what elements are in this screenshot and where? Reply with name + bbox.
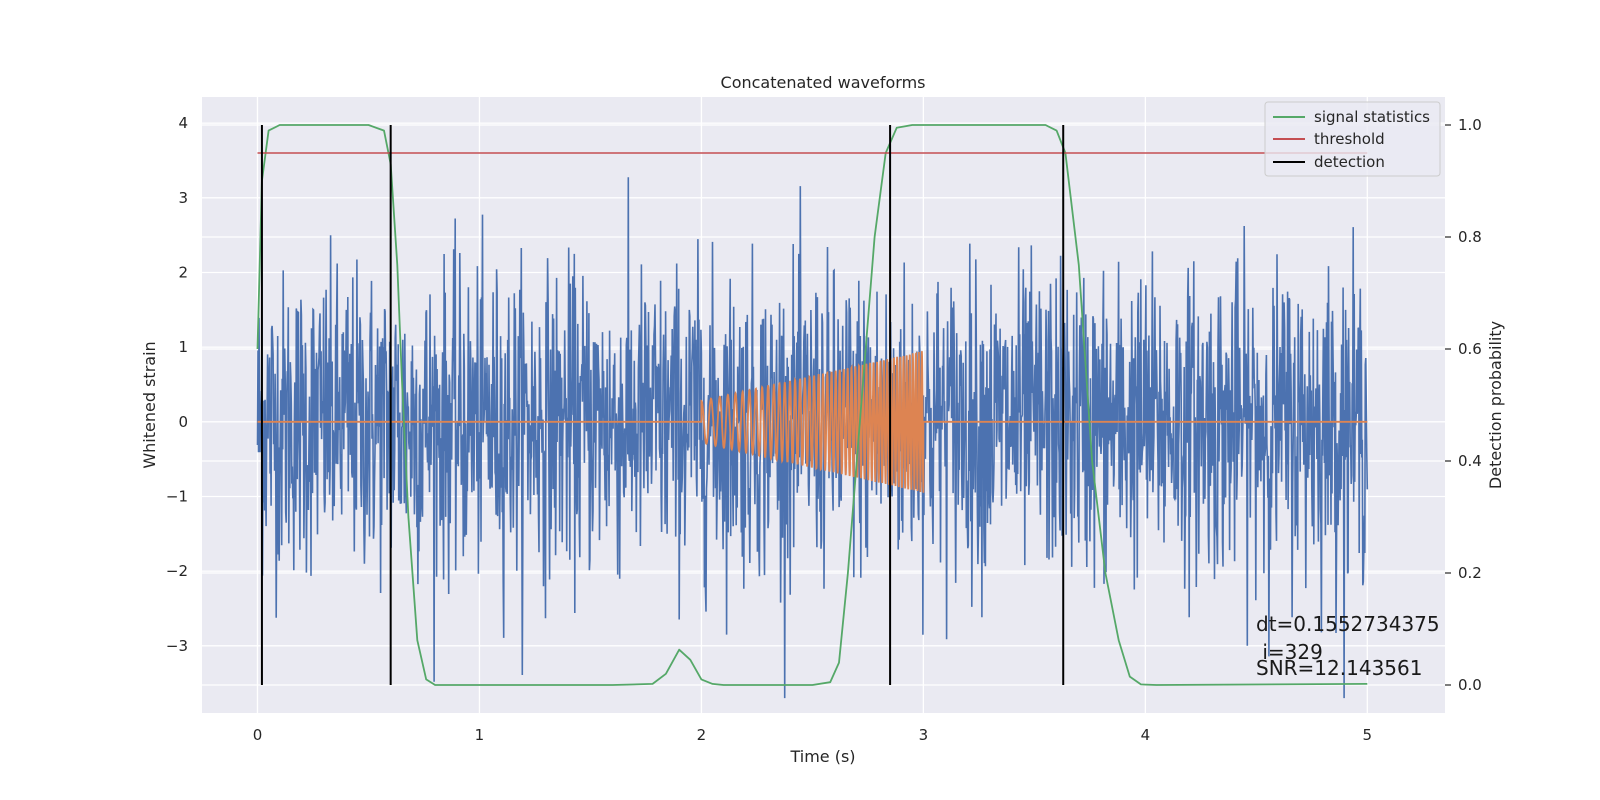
y-tick-label: 2 <box>178 263 188 281</box>
x-tick-label: 0 <box>253 726 263 744</box>
legend-label-threshold: threshold <box>1314 130 1385 148</box>
y2-tick-label: 0.8 <box>1458 228 1482 246</box>
y2-tick-label: 1.0 <box>1458 116 1482 134</box>
annotation-snr: SNR=12.143561 <box>1256 656 1422 680</box>
legend-box <box>1264 101 1441 177</box>
legend-label-detection: detection <box>1314 153 1385 171</box>
y-axis-ticks: −3 −2 −1 0 1 2 3 4 <box>166 114 188 655</box>
legend-label-signal-statistics: signal statistics <box>1314 108 1430 126</box>
series-signal-statistics <box>256 124 1368 686</box>
series-layer <box>256 124 1369 699</box>
y2-tick-label: 0.0 <box>1458 676 1482 694</box>
x-tick-label: 4 <box>1141 726 1151 744</box>
legend: signal statistics threshold detection <box>1264 101 1441 177</box>
y2-tick-label: 0.6 <box>1458 340 1482 358</box>
annotations: dt=0.1552734375 i=329 SNR=12.143561 <box>1256 612 1440 680</box>
y-tick-label: 4 <box>178 114 188 132</box>
y-axis-label: Whitened strain <box>140 341 159 468</box>
series-injected-waveform <box>257 351 1368 493</box>
y-tick-label: 0 <box>178 413 188 431</box>
y-tick-label: 1 <box>178 338 188 356</box>
x-tick-label: 3 <box>919 726 929 744</box>
y2-tick-label: 0.4 <box>1458 452 1482 470</box>
x-axis-label: Time (s) <box>789 747 855 766</box>
x-tick-label: 1 <box>475 726 485 744</box>
x-axis-ticks: 0 1 2 3 4 5 <box>253 726 1372 744</box>
y-tick-label: −1 <box>166 487 188 505</box>
chart-title: Concatenated waveforms <box>721 73 926 92</box>
y-tick-label: −2 <box>166 562 188 580</box>
y2-axis-label: Detection probability <box>1486 321 1505 489</box>
y2-axis-ticks: 0.0 0.2 0.4 0.6 0.8 1.0 <box>1445 116 1482 694</box>
y2-tick-label: 0.2 <box>1458 564 1482 582</box>
x-tick-label: 5 <box>1363 726 1373 744</box>
annotation-index: i=329 <box>1256 640 1323 664</box>
x-tick-label: 2 <box>697 726 707 744</box>
y-tick-label: −3 <box>166 637 188 655</box>
annotation-dt: dt=0.1552734375 <box>1256 612 1440 636</box>
y-tick-label: 3 <box>178 189 188 207</box>
